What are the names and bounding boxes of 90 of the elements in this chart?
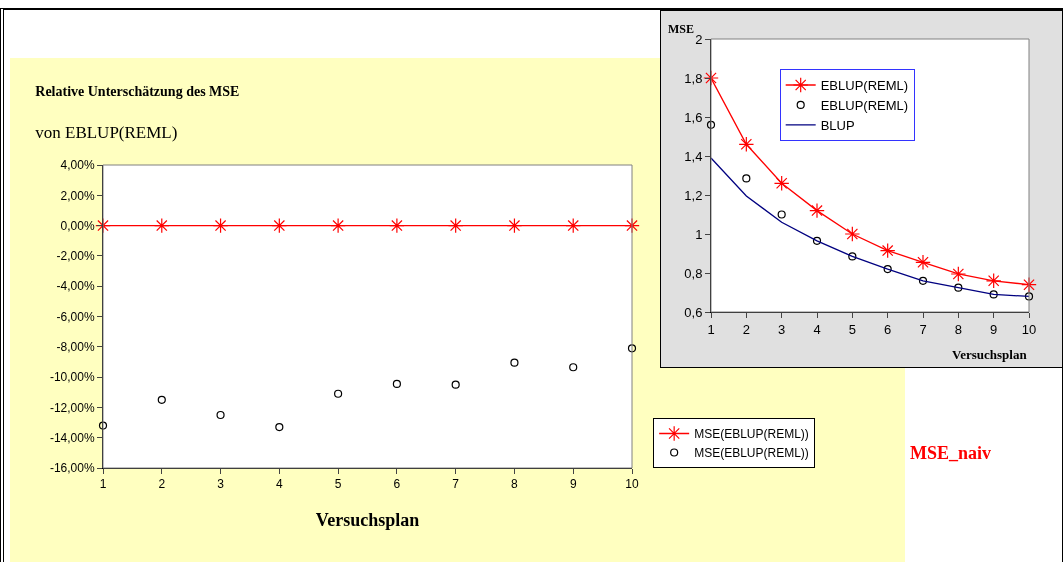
y-tick-label: 0,8 [684, 265, 703, 281]
y-tick-label: 1,6 [684, 109, 703, 125]
y-tick-label: -14,00% [49, 430, 95, 445]
x-tick-label: 9 [569, 477, 577, 492]
legend-label: BLUP [820, 117, 855, 133]
point [392, 379, 401, 389]
point [98, 421, 108, 430]
y-tick-label: 2 [695, 31, 703, 47]
point [565, 217, 582, 234]
point [738, 136, 755, 153]
text: MSE_naiv [910, 443, 992, 463]
x-tick-label: 5 [848, 321, 856, 337]
x-tick-label: 5 [334, 477, 342, 492]
x-tick-label: 2 [742, 321, 750, 337]
point [706, 120, 716, 129]
x-axis-title: Versuchsplan [315, 509, 420, 530]
point [334, 389, 343, 398]
point [569, 363, 578, 372]
x-tick-label: 8 [511, 477, 519, 492]
point [624, 217, 640, 234]
point [627, 344, 637, 353]
x-tick-label: 1 [99, 477, 107, 492]
y-tick-label: -12,00% [49, 400, 95, 415]
x-tick-label: 1 [707, 321, 715, 337]
point [275, 423, 284, 432]
point [915, 254, 931, 271]
point [95, 217, 111, 234]
point [777, 210, 786, 219]
point [844, 226, 861, 242]
y-tick-label: 0,00% [60, 218, 95, 233]
y-tick-label: -10,00% [49, 370, 95, 385]
x-tick-label: 4 [813, 321, 821, 337]
point [447, 217, 464, 234]
point [389, 217, 405, 234]
point [883, 265, 892, 274]
y-tick-label: 1,4 [684, 148, 703, 164]
point [879, 242, 896, 259]
y-tick-label: 1,2 [684, 187, 703, 203]
x-tick-label: 3 [778, 321, 786, 337]
y-tick-label: 1 [695, 226, 703, 242]
point [950, 266, 967, 282]
point [848, 252, 857, 261]
y-tick-label: -8,00% [56, 340, 95, 354]
x-tick-label: 3 [217, 477, 225, 492]
legend-label: EBLUP(REML) [820, 97, 909, 113]
y-tick-label: -6,00% [56, 309, 95, 324]
point [918, 276, 928, 285]
y-tick-label: 1,8 [684, 70, 703, 86]
x-tick-label: 8 [954, 321, 962, 337]
point [985, 273, 1002, 289]
x-tick-label: 10 [625, 477, 639, 492]
x-tick-label: 2 [158, 477, 166, 492]
point [271, 217, 288, 234]
x-tick-label: 7 [919, 321, 927, 337]
legend-label: MSE(EBLUP(REML)) [694, 446, 809, 461]
legend-label: MSE(EBLUP(REML)) [694, 427, 809, 442]
chart-subtitle: von EBLUP(REML) [35, 122, 178, 142]
point [809, 202, 825, 219]
point [1021, 276, 1037, 293]
point [157, 395, 166, 404]
point [330, 217, 346, 234]
point [212, 217, 229, 234]
chart-title: Relative Unterschätzung des MSE [35, 83, 240, 99]
point [216, 410, 225, 420]
x-tick-label: 6 [393, 477, 401, 492]
x-tick-label: 9 [990, 321, 998, 337]
point [742, 174, 751, 183]
y-axis-title: MSE [668, 22, 695, 36]
point [510, 358, 519, 367]
y-tick-label: -2,00% [56, 249, 95, 264]
point [451, 380, 460, 389]
y-tick-label: -4,00% [56, 279, 95, 294]
y-tick-label: -16,00% [49, 461, 95, 476]
point [954, 283, 963, 292]
y-tick-label: 2,00% [60, 188, 95, 203]
x-tick-label: 7 [452, 477, 460, 492]
y-tick-label: 0,6 [684, 304, 703, 320]
x-tick-label: 6 [884, 321, 892, 337]
x-tick-label: 10 [1021, 321, 1037, 337]
y-tick-label: 4,00% [60, 158, 95, 173]
x-axis-title: Versuchsplan [952, 347, 1028, 362]
point [989, 290, 998, 299]
point [1024, 292, 1034, 301]
point [773, 175, 790, 192]
point [153, 217, 170, 234]
x-tick-label: 4 [275, 477, 283, 492]
legend-label: EBLUP(REML) [820, 78, 909, 94]
point [506, 217, 523, 234]
point [812, 236, 822, 245]
point [703, 70, 719, 86]
